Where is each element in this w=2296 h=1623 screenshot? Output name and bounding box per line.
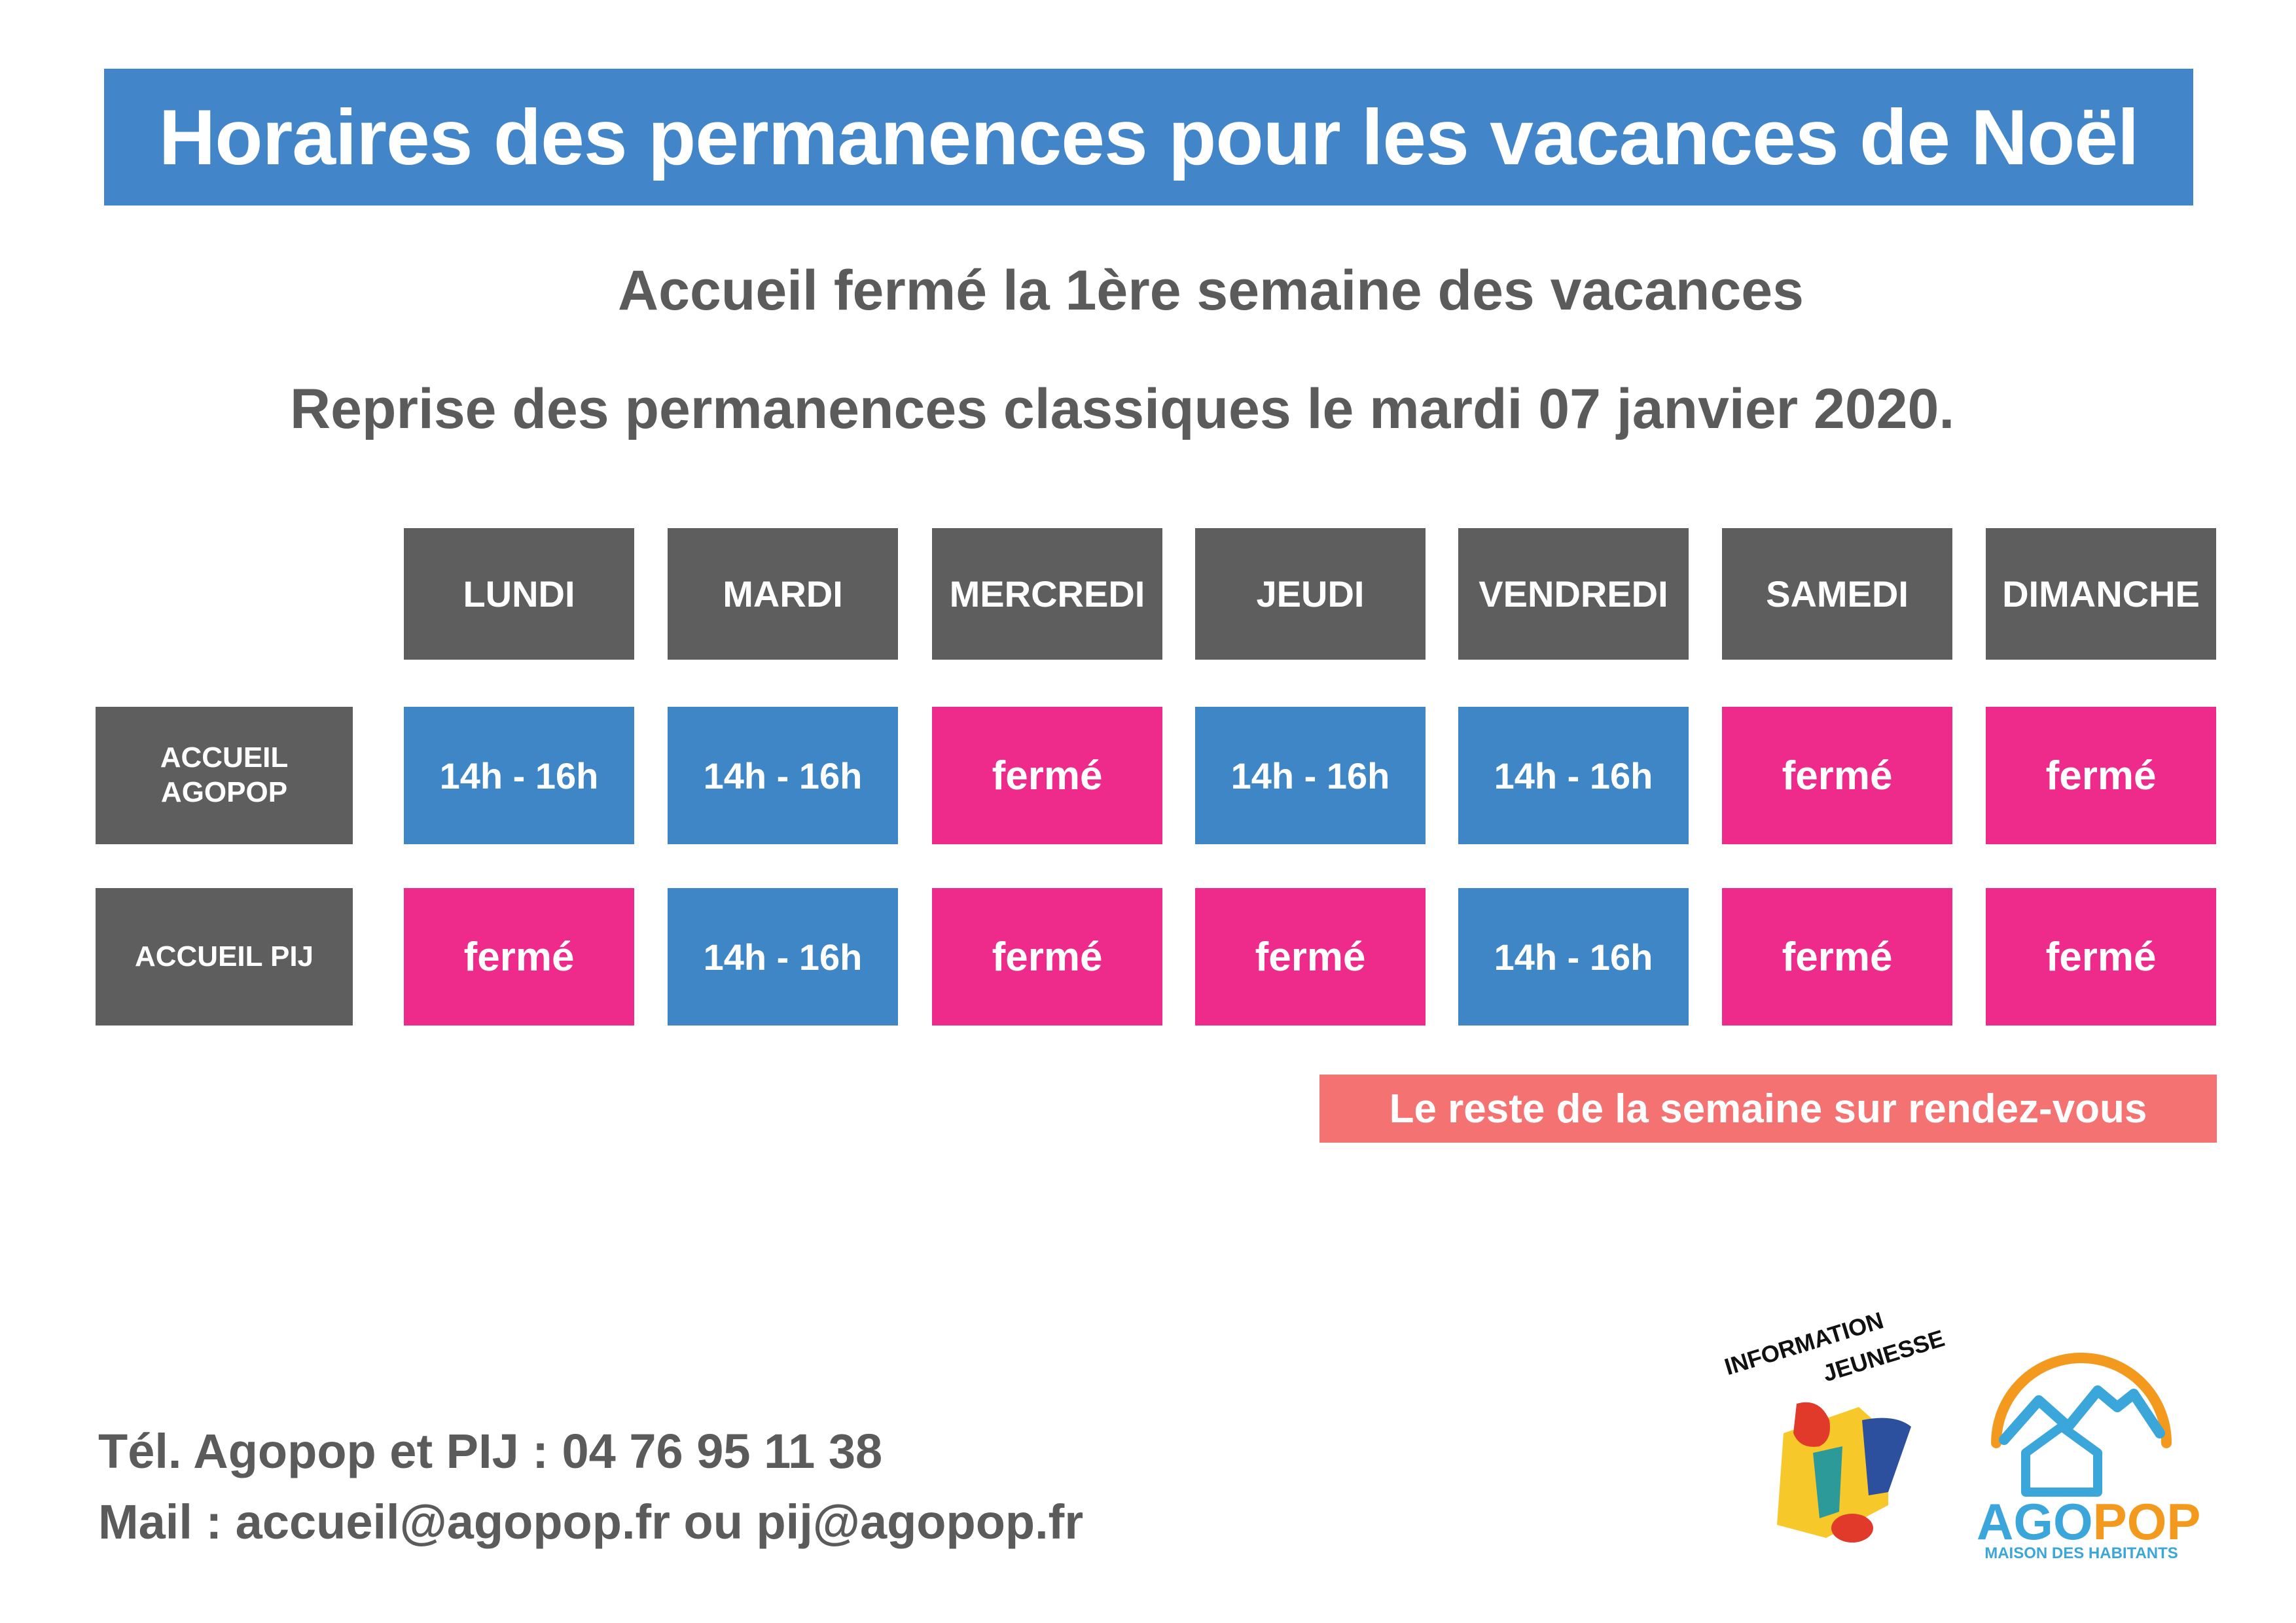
day-header-4: VENDREDI	[1458, 528, 1689, 660]
information-jeunesse-logo: INFORMATION JEUNESSE	[1721, 1307, 1970, 1558]
schedule-cell-r0-c2: fermé	[932, 707, 1162, 844]
contact-mail: Mail : accueil@agopop.fr ou pij@agopop.f…	[98, 1495, 1084, 1549]
row-label-line1: ACCUEIL	[160, 741, 289, 774]
agopop-logo: AGOPOP MAISON DES HABITANTS	[1977, 1329, 2200, 1564]
schedule-cell-r1-c0: fermé	[404, 888, 634, 1026]
agopop-wordmark-pop: POP	[2092, 1493, 2201, 1550]
schedule-cell-r1-c5: fermé	[1722, 888, 1952, 1026]
row-label-line1: ACCUEIL PIJ	[134, 940, 314, 972]
row-label-line2: AGOPOP	[160, 776, 288, 808]
agopop-wordmark: AGOPOP	[1977, 1492, 2200, 1552]
day-header-6: DIMANCHE	[1986, 528, 2216, 660]
day-header-3: JEUDI	[1195, 528, 1426, 660]
row-label-0: ACCUEIL AGOPOP	[96, 707, 353, 844]
row-label-1: ACCUEIL PIJ	[96, 888, 353, 1026]
agopop-logo-graphic	[1991, 1353, 2172, 1497]
page-title: Horaires des permanences pour les vacanc…	[104, 69, 2193, 205]
schedule-cell-r0-c6: fermé	[1986, 707, 2216, 844]
subtitle-resume-date: Reprise des permanences classiques le ma…	[290, 378, 1955, 440]
schedule-cell-r0-c1: 14h - 16h	[668, 707, 898, 844]
schedule-cell-r0-c0: 14h - 16h	[404, 707, 634, 844]
schedule-cell-r1-c4: 14h - 16h	[1458, 888, 1689, 1026]
day-header-2: MERCREDI	[932, 528, 1162, 660]
schedule-cell-r0-c5: fermé	[1722, 707, 1952, 844]
contact-phone: Tél. Agopop et PIJ : 04 76 95 11 38	[98, 1424, 883, 1478]
information-jeunesse-logo-graphic	[1777, 1402, 1911, 1543]
schedule-cell-r1-c1: 14h - 16h	[668, 888, 898, 1026]
schedule-cell-r0-c3: 14h - 16h	[1195, 707, 1426, 844]
day-header-0: LUNDI	[404, 528, 634, 660]
schedule-cell-r0-c4: 14h - 16h	[1458, 707, 1689, 844]
schedule-cell-r1-c3: fermé	[1195, 888, 1426, 1026]
agopop-wordmark-ago: AGO	[1977, 1493, 2093, 1550]
day-header-5: SAMEDI	[1722, 528, 1952, 660]
schedule-cell-r1-c6: fermé	[1986, 888, 2216, 1026]
appointment-note: Le reste de la semaine sur rendez-vous	[1319, 1075, 2217, 1143]
agopop-tagline: MAISON DES HABITANTS	[1984, 1544, 2178, 1562]
day-header-1: MARDI	[668, 528, 898, 660]
subtitle-closed-week: Accueil fermé la 1ère semaine des vacanc…	[618, 259, 1804, 322]
schedule-cell-r1-c2: fermé	[932, 888, 1162, 1026]
